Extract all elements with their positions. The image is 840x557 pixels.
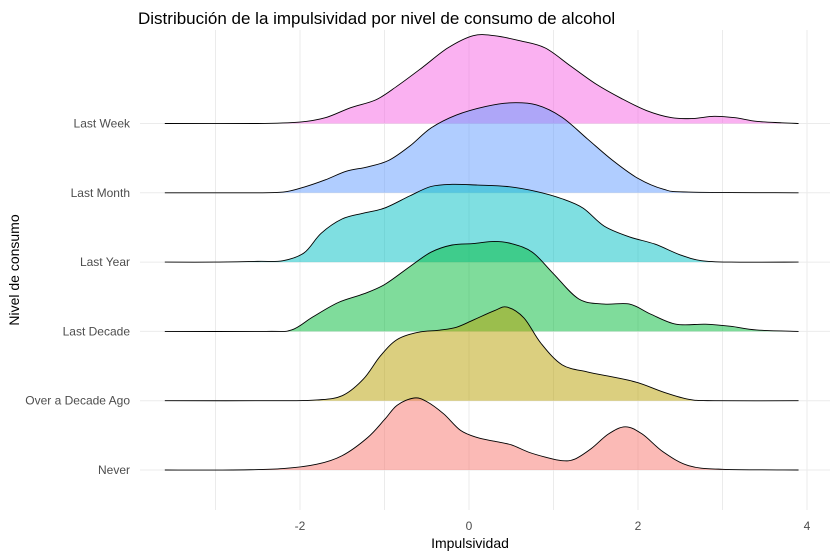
ridge-outline bbox=[164, 34, 799, 125]
y-tick-label: Never bbox=[98, 463, 130, 477]
y-tick-label: Last Year bbox=[80, 255, 130, 269]
ridge-last-week bbox=[164, 34, 799, 125]
x-axis-title: Impulsividad bbox=[431, 535, 509, 551]
x-tick-label: 0 bbox=[466, 519, 473, 533]
y-tick-label: Last Month bbox=[71, 186, 130, 200]
ridge-outline bbox=[164, 102, 799, 194]
ridge-area bbox=[164, 184, 799, 263]
ridge-last-decade bbox=[164, 240, 799, 332]
ridge-last-year bbox=[164, 183, 799, 263]
ridge-never bbox=[164, 397, 799, 471]
x-tick-label: -2 bbox=[295, 519, 306, 533]
y-tick-label: Over a Decade Ago bbox=[25, 394, 130, 408]
ridge-area bbox=[164, 34, 799, 124]
ridge-over-a-decade-ago bbox=[164, 306, 799, 402]
y-tick-label: Last Decade bbox=[63, 324, 131, 338]
ridge-area bbox=[164, 306, 799, 401]
chart-title: Distribución de la impulsividad por nive… bbox=[138, 9, 615, 28]
ridge-outline bbox=[164, 397, 799, 471]
ridge-outline bbox=[164, 306, 799, 402]
ridge-last-month bbox=[164, 102, 799, 194]
x-tick-labels: -2 0 2 4 bbox=[295, 519, 811, 533]
y-axis-title: Nivel de consumo bbox=[6, 214, 22, 325]
ridge-area bbox=[164, 102, 799, 193]
y-tick-labels: Never Over a Decade Ago Last Decade Last Ye… bbox=[25, 117, 131, 478]
x-tick-label: 4 bbox=[804, 519, 811, 533]
ridge-area bbox=[164, 397, 799, 471]
x-tick-label: 2 bbox=[635, 519, 642, 533]
ridge-outline bbox=[164, 183, 799, 263]
ridge-outline bbox=[164, 240, 799, 332]
y-tick-label: Last Week bbox=[74, 117, 131, 131]
ridges bbox=[164, 34, 799, 471]
